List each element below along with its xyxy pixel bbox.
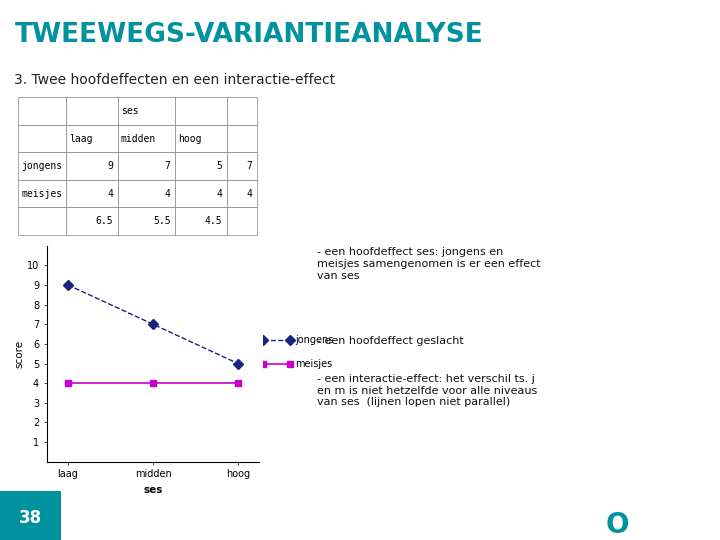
Text: O: O xyxy=(606,511,629,539)
Text: 4: 4 xyxy=(165,188,171,199)
Text: 4: 4 xyxy=(216,188,222,199)
Text: 4.5: 4.5 xyxy=(204,216,222,226)
Text: meisjes: meisjes xyxy=(295,359,333,369)
Text: TWEEWEGS-VARIANTIEANALYSE: TWEEWEGS-VARIANTIEANALYSE xyxy=(14,22,483,48)
Text: 4: 4 xyxy=(246,188,252,199)
X-axis label: ses: ses xyxy=(143,485,163,495)
Text: - een hoofdeffect geslacht: - een hoofdeffect geslacht xyxy=(317,336,464,346)
Text: 38: 38 xyxy=(19,509,42,527)
Bar xyxy=(0,491,61,540)
Text: 4: 4 xyxy=(107,188,113,199)
Text: THOMAS: THOMAS xyxy=(599,498,639,507)
Text: - een hoofdeffect ses: jongens en
meisjes samengenomen is er een effect
van ses: - een hoofdeffect ses: jongens en meisje… xyxy=(317,247,541,281)
Text: midden: midden xyxy=(121,133,156,144)
Text: meisjes: meisjes xyxy=(21,188,62,199)
Text: 7: 7 xyxy=(246,161,252,171)
Text: 6.5: 6.5 xyxy=(96,216,113,226)
Y-axis label: score: score xyxy=(14,340,24,368)
Text: jongens: jongens xyxy=(295,335,333,345)
Text: 7: 7 xyxy=(165,161,171,171)
Text: hoog: hoog xyxy=(179,133,202,144)
Text: ses: ses xyxy=(121,106,138,116)
Text: RE: RE xyxy=(629,511,670,539)
Text: M: M xyxy=(592,511,619,539)
Text: 9: 9 xyxy=(107,161,113,171)
Text: 5: 5 xyxy=(216,161,222,171)
Text: jongens: jongens xyxy=(21,161,62,171)
Text: 5.5: 5.5 xyxy=(153,216,171,226)
Text: Hoofdstuk 7: Variantieanalyse: Hoofdstuk 7: Variantieanalyse xyxy=(72,511,250,525)
Text: 3. Twee hoofdeffecten en een interactie-effect: 3. Twee hoofdeffecten en een interactie-… xyxy=(14,73,336,86)
Text: laag: laag xyxy=(69,133,93,144)
Text: - een interactie-effect: het verschil ts. j
en m is niet hetzelfde voor alle niv: - een interactie-effect: het verschil ts… xyxy=(317,374,537,407)
